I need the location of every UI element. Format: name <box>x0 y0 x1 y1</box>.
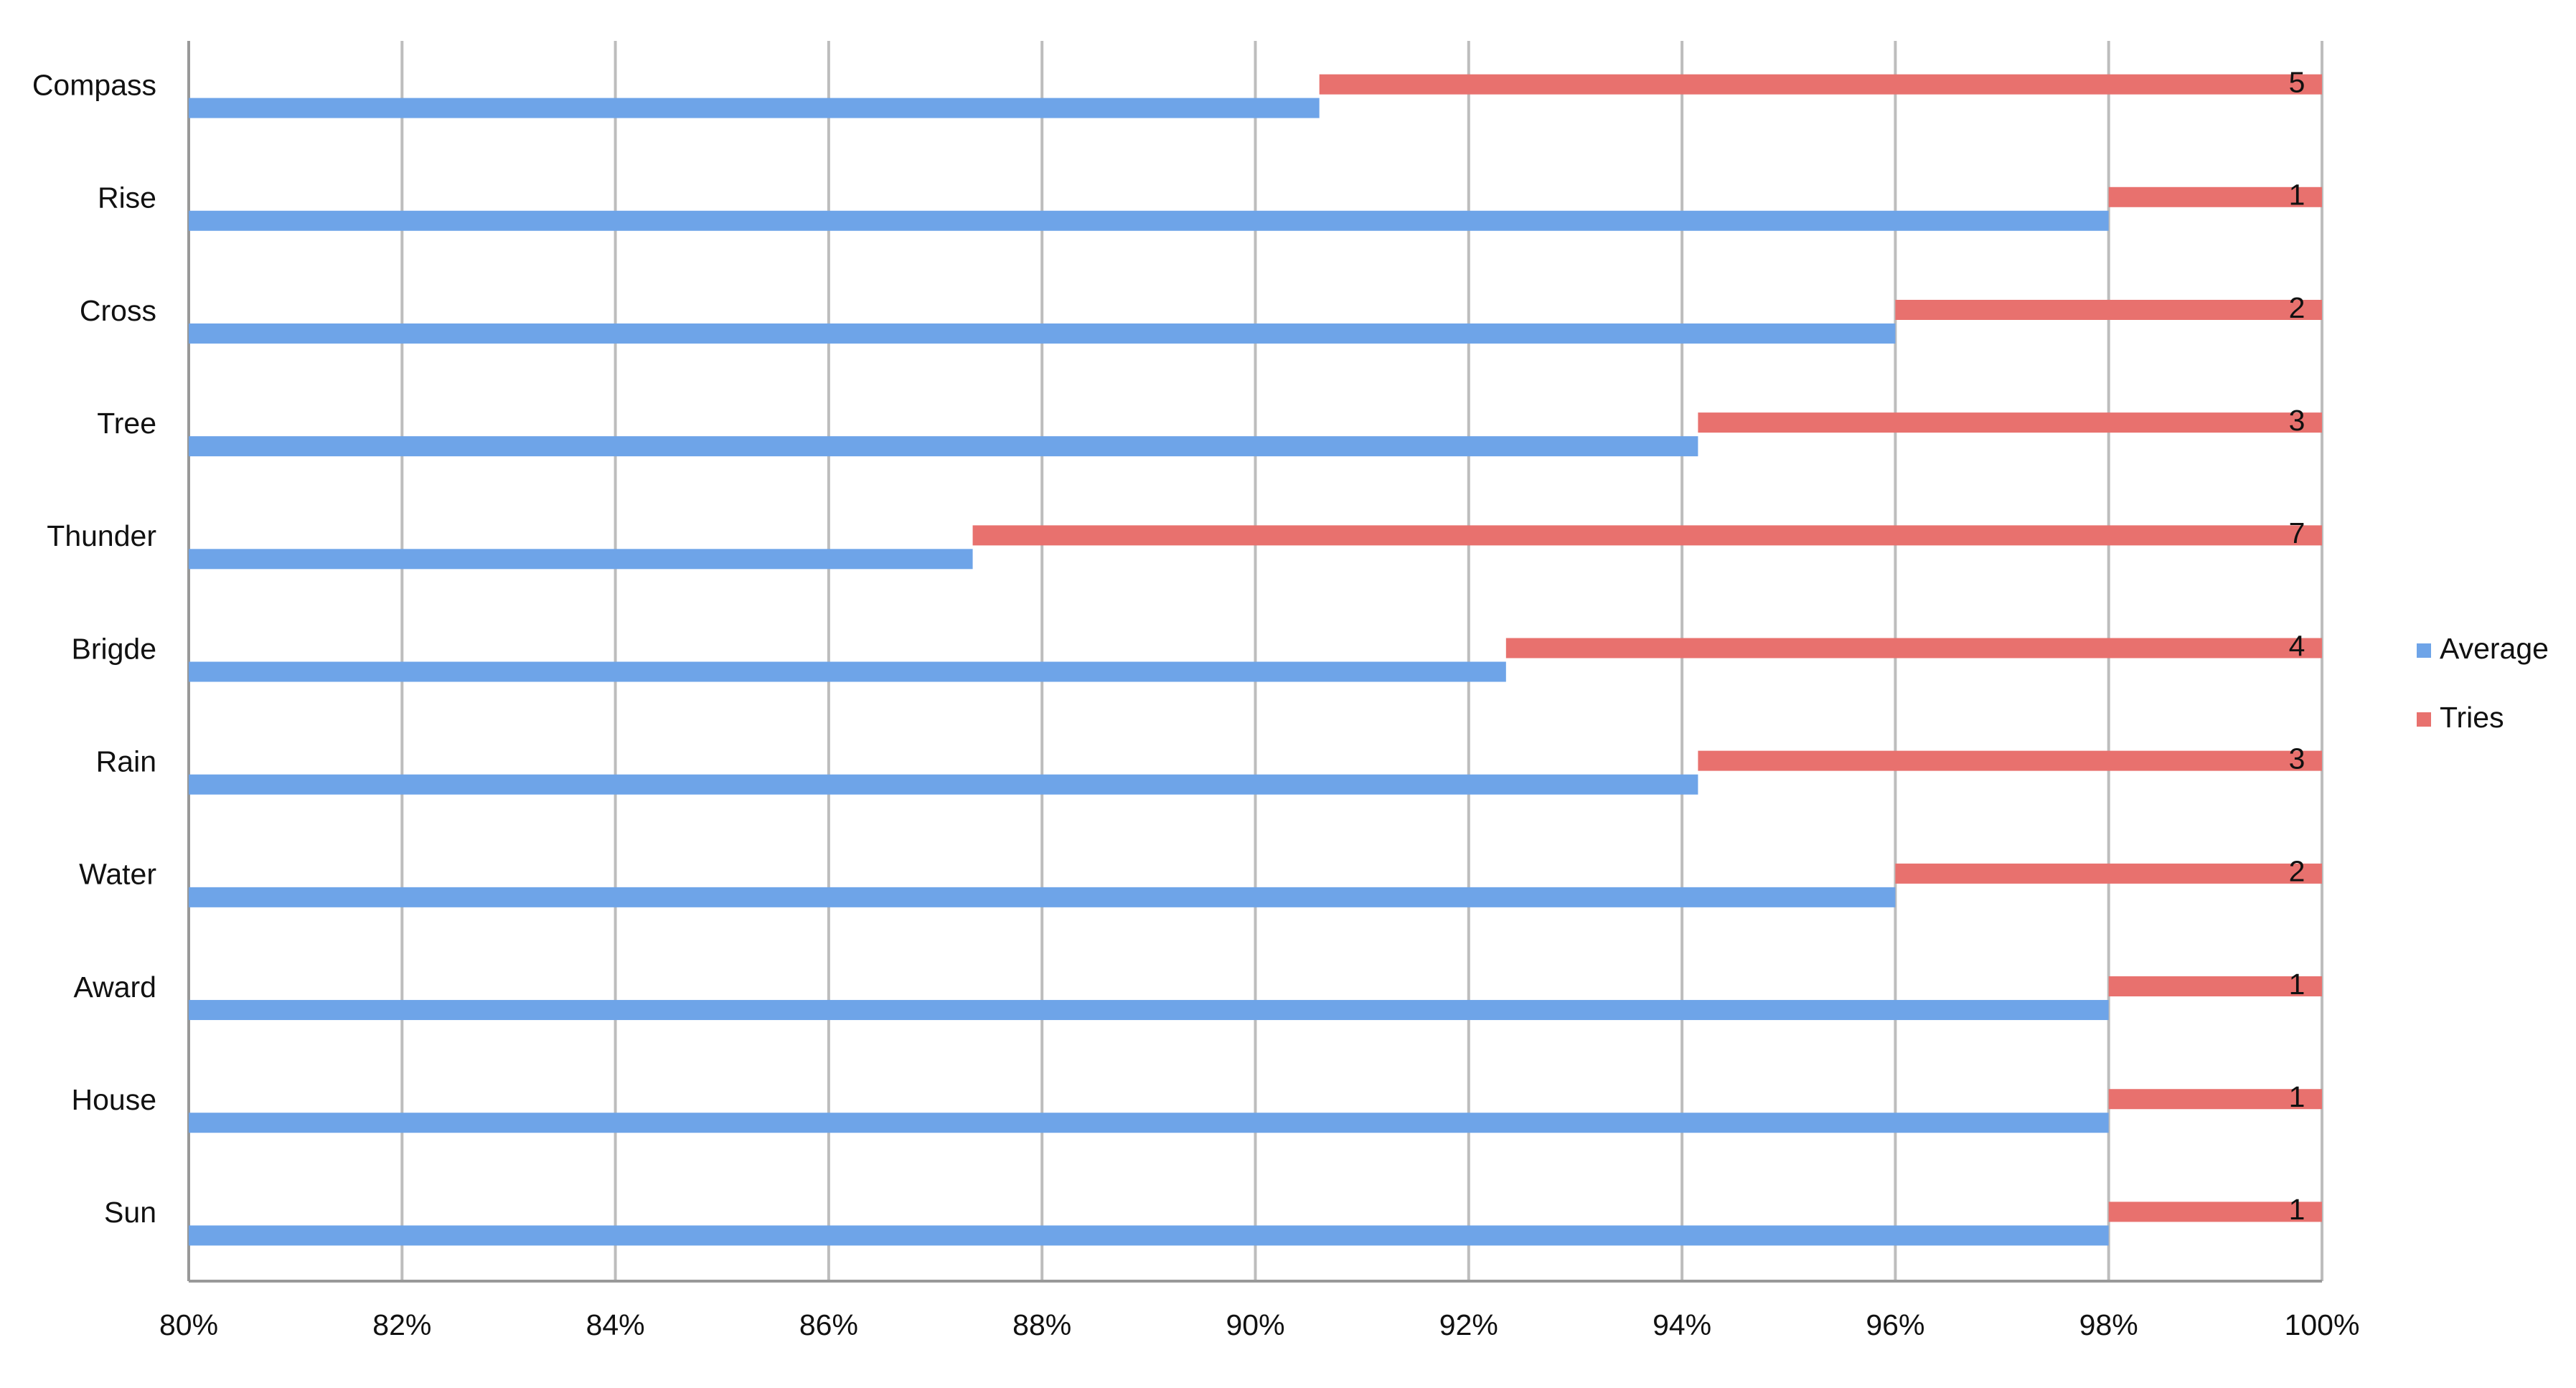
data-label: 3 <box>2289 404 2305 437</box>
y-tick-label: Compass <box>32 68 156 101</box>
bar <box>972 525 2322 546</box>
bar <box>2108 1089 2322 1110</box>
bar <box>189 661 1506 682</box>
y-tick-label: Tree <box>97 407 156 440</box>
x-tick-label: 96% <box>1866 1308 1924 1341</box>
bar <box>1505 638 2322 658</box>
bar <box>189 210 2109 231</box>
bar <box>1698 412 2322 433</box>
bar <box>2108 187 2322 207</box>
bar <box>1895 863 2322 884</box>
data-label: 3 <box>2289 742 2305 775</box>
bar <box>1895 299 2322 320</box>
y-tick-label: Thunder <box>47 519 156 552</box>
y-tick-label: Water <box>79 858 156 891</box>
bar <box>189 774 1698 795</box>
y-tick-label: Cross <box>80 294 156 327</box>
data-label: 4 <box>2289 629 2305 662</box>
x-tick-label: 98% <box>2079 1308 2138 1341</box>
data-label: 1 <box>2289 179 2305 212</box>
x-tick-label: 88% <box>1012 1308 1071 1341</box>
bar <box>189 887 1896 907</box>
data-label: 2 <box>2289 855 2305 888</box>
legend-swatch <box>2417 643 2431 658</box>
data-label: 1 <box>2289 968 2305 1001</box>
legend-swatch <box>2417 712 2431 727</box>
x-tick-label: 100% <box>2285 1308 2360 1341</box>
bar <box>1319 74 2322 95</box>
data-label: 1 <box>2289 1080 2305 1113</box>
bar <box>189 436 1698 457</box>
bar <box>189 549 973 570</box>
legend-label: Tries <box>2440 701 2504 734</box>
legend-label: Average <box>2440 632 2549 665</box>
x-tick-label: 90% <box>1226 1308 1284 1341</box>
data-label: 2 <box>2289 291 2305 324</box>
bar <box>2108 976 2322 997</box>
y-tick-label: Brigde <box>71 632 156 665</box>
y-tick-label: Rain <box>96 745 156 778</box>
data-label: 5 <box>2289 65 2305 98</box>
y-tick-label: Sun <box>104 1196 156 1229</box>
x-tick-label: 86% <box>799 1308 858 1341</box>
data-label: 1 <box>2289 1193 2305 1226</box>
x-tick-label: 94% <box>1653 1308 1711 1341</box>
x-tick-label: 84% <box>586 1308 645 1341</box>
x-tick-label: 82% <box>372 1308 431 1341</box>
x-tick-label: 80% <box>159 1308 218 1341</box>
y-tick-label: Award <box>74 971 156 1004</box>
bar <box>189 1225 2109 1246</box>
data-label: 7 <box>2289 516 2305 549</box>
bar <box>189 1000 2109 1021</box>
y-tick-label: House <box>71 1083 156 1116</box>
bar <box>1698 750 2322 771</box>
x-tick-label: 92% <box>1439 1308 1498 1341</box>
y-tick-label: Rise <box>98 181 156 214</box>
bar <box>189 1113 2109 1133</box>
plot-area <box>189 74 2322 1246</box>
bar <box>2108 1201 2322 1222</box>
bar <box>189 98 1320 118</box>
bar <box>189 323 1896 344</box>
